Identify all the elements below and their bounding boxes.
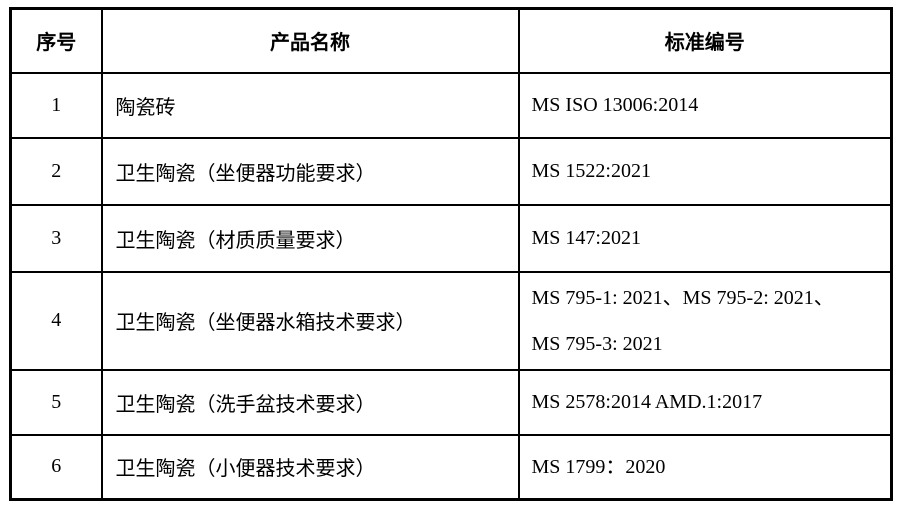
table-row: 4 卫生陶瓷（坐便器水箱技术要求） MS 795-1: 2021、MS 795-… <box>9 270 893 371</box>
cell-serial-number: 3 <box>9 203 103 273</box>
cell-standard-number: MS 2578:2014 AMD.1:2017 <box>517 368 893 436</box>
cell-serial-number: 4 <box>9 270 103 371</box>
standards-table: 序号 产品名称 标准编号 1 陶瓷砖 MS ISO 13006:2014 2 卫… <box>9 7 893 501</box>
table-header-row: 序号 产品名称 标准编号 <box>9 7 893 74</box>
table-row: 1 陶瓷砖 MS ISO 13006:2014 <box>9 71 893 139</box>
table-body: 1 陶瓷砖 MS ISO 13006:2014 2 卫生陶瓷（坐便器功能要求） … <box>9 71 893 501</box>
cell-product-name: 卫生陶瓷（材质质量要求） <box>100 203 520 273</box>
cell-product-name: 卫生陶瓷（坐便器功能要求） <box>100 136 520 206</box>
cell-product-name: 卫生陶瓷（小便器技术要求） <box>100 433 520 501</box>
cell-standard-number: MS 1799：2020 <box>517 433 893 501</box>
cell-serial-number: 5 <box>9 368 103 436</box>
cell-serial-number: 2 <box>9 136 103 206</box>
cell-standard-number: MS ISO 13006:2014 <box>517 71 893 139</box>
header-standard-number: 标准编号 <box>517 7 893 74</box>
header-serial-number: 序号 <box>9 7 103 74</box>
cell-product-name: 陶瓷砖 <box>100 71 520 139</box>
table-row: 2 卫生陶瓷（坐便器功能要求） MS 1522:2021 <box>9 136 893 206</box>
cell-product-name: 卫生陶瓷（洗手盆技术要求） <box>100 368 520 436</box>
table-row: 6 卫生陶瓷（小便器技术要求） MS 1799：2020 <box>9 433 893 501</box>
cell-standard-number: MS 1522:2021 <box>517 136 893 206</box>
header-product-name: 产品名称 <box>100 7 520 74</box>
cell-product-name: 卫生陶瓷（坐便器水箱技术要求） <box>100 270 520 371</box>
cell-serial-number: 1 <box>9 71 103 139</box>
cell-standard-number: MS 147:2021 <box>517 203 893 273</box>
cell-standard-number: MS 795-1: 2021、MS 795-2: 2021、 MS 795-3:… <box>517 270 893 371</box>
table-row: 3 卫生陶瓷（材质质量要求） MS 147:2021 <box>9 203 893 273</box>
table-row: 5 卫生陶瓷（洗手盆技术要求） MS 2578:2014 AMD.1:2017 <box>9 368 893 436</box>
cell-serial-number: 6 <box>9 433 103 501</box>
